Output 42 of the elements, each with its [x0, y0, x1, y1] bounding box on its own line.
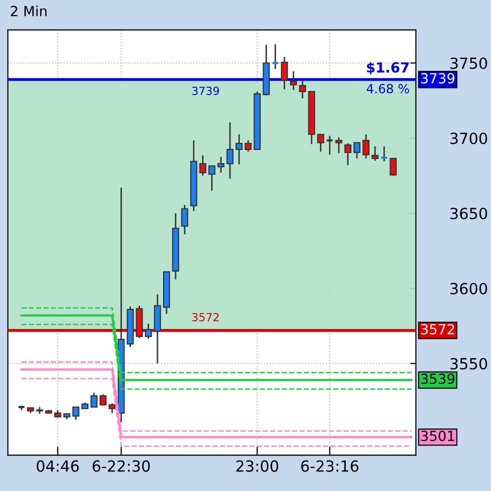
candlestick — [362, 134, 370, 160]
y-tick-label: 3550 — [450, 358, 488, 370]
candlestick — [299, 80, 306, 100]
candlestick — [390, 158, 397, 176]
candlestick — [271, 44, 280, 70]
candlestick — [335, 136, 342, 154]
candlestick — [208, 165, 216, 192]
x-tick-label: 23:00 — [236, 460, 278, 472]
candlestick — [217, 156, 224, 174]
candlestick — [199, 154, 206, 176]
candlestick — [144, 322, 152, 340]
candlestick — [181, 204, 188, 235]
y-tick-label: 3650 — [450, 208, 488, 220]
x-tick-label: 6-23:16 — [301, 460, 358, 472]
annotation: $1.67 — [366, 62, 409, 75]
x-tick-label: 6-22:30 — [92, 460, 150, 472]
candlestick — [90, 392, 98, 408]
chart-title: 2 Min — [10, 6, 47, 16]
candlestick — [380, 146, 388, 162]
candlestick — [317, 134, 324, 152]
ref-line-label: 3572 — [421, 324, 454, 334]
candlestick — [236, 134, 243, 166]
y-tick-label: 3750 — [450, 57, 488, 70]
candlestick — [326, 135, 334, 156]
y-tick-label: 3700 — [450, 132, 488, 144]
data-label: 3501 — [421, 430, 454, 442]
text: 3572 — [192, 312, 219, 322]
candlestick — [280, 56, 288, 90]
candlestick — [72, 406, 80, 421]
candlestick — [290, 70, 297, 91]
y-tick-label: 3600 — [450, 282, 488, 294]
annotation: 4.68 % — [366, 84, 410, 94]
candlestick — [108, 402, 116, 414]
text: 3739 — [192, 86, 219, 96]
candlestick — [244, 140, 252, 152]
candlestick — [353, 142, 360, 160]
ref-line-label: 3739 — [421, 73, 454, 84]
candlestick — [344, 142, 352, 166]
x-tick-label: 04:46 — [36, 460, 79, 472]
data-label: 3539 — [421, 374, 454, 384]
candlestick — [226, 122, 234, 180]
candlestick — [372, 146, 379, 162]
